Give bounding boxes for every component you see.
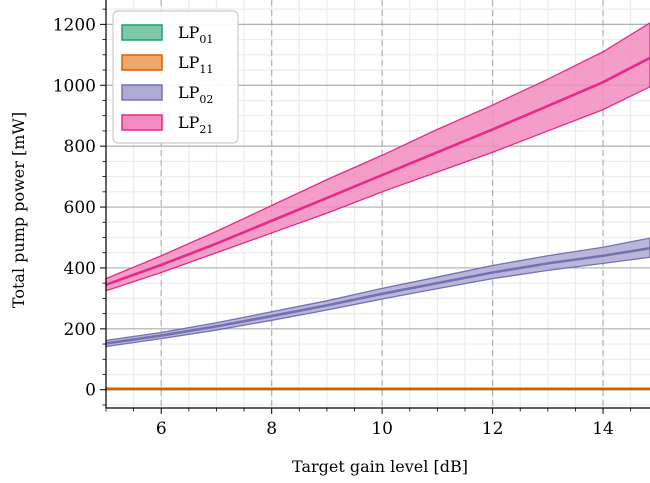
series-layer [105,22,650,391]
x-tick-label: 8 [266,419,277,439]
legend-box [112,10,239,144]
y-axis-label: Total pump power [mW] [9,112,28,308]
y-tick-label: 200 [64,320,96,340]
y-tick-label: 1000 [53,76,96,96]
legend-swatch-21 [121,114,163,131]
y-tick-label: 1200 [53,15,96,35]
axes-frame [105,0,650,409]
ticks: 6 8 10 12 14 0 200 400 600 800 1000 1200 [53,8,632,439]
series-band-02 [105,237,650,348]
x-axis-label: Target gain level [dB] [292,457,468,476]
x-tick-label: 12 [482,419,504,439]
x-tick-label: 6 [156,419,167,439]
series-band-21 [105,22,650,292]
legend-swatch-01 [121,24,163,41]
y-tick-label: 600 [64,198,96,218]
y-tick-label: 400 [64,259,96,279]
x-tick-label: 14 [592,419,614,439]
x-tick-label: 10 [371,419,393,439]
legend-swatch-11 [121,54,163,71]
y-tick-label: 0 [85,381,96,401]
y-tick-label: 800 [64,137,96,157]
series-line-02 [105,246,650,345]
legend-swatch-02 [121,84,163,101]
series-line-21 [105,56,650,286]
